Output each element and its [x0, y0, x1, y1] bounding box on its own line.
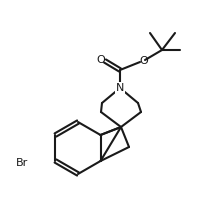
Text: Br: Br — [16, 158, 28, 168]
Text: O: O — [140, 56, 148, 66]
Text: N: N — [116, 83, 124, 93]
Text: O: O — [97, 55, 105, 65]
